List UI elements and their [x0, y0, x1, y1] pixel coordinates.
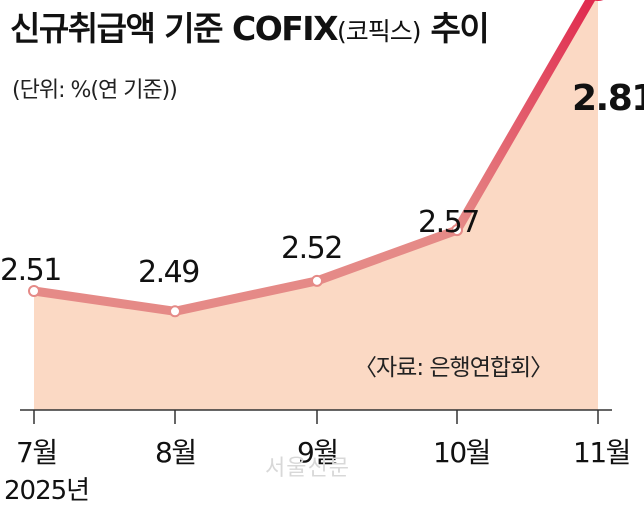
area-fill — [34, 0, 598, 410]
data-point-3 — [311, 274, 323, 287]
chart-title-main: 신규취급액 기준 COFIX — [10, 9, 339, 48]
watermark: 서울신문 — [265, 456, 350, 481]
chart-title: 신규취급액 기준 COFIX(코픽스) 추이 — [10, 2, 490, 50]
series-line-segment-4 — [452, 0, 596, 235]
chart-title-suffix: 추이 — [420, 9, 490, 48]
x-tick-label-3: 9월 — [297, 436, 338, 469]
data-label-4: 2.57 — [418, 205, 479, 240]
unit-note: (단위: %(연 기준)) — [12, 78, 178, 103]
x-tick-label-4: 10월 — [433, 436, 490, 469]
x-tick-label-5: 11월 — [573, 436, 630, 469]
data-point-4 — [451, 224, 463, 237]
data-point-1 — [28, 285, 40, 297]
year-label: 2025년 — [4, 476, 90, 506]
series-line-segment-1 — [29, 286, 180, 316]
x-tick-label-1: 7월 — [16, 436, 57, 469]
data-point-2 — [169, 305, 181, 318]
data-label-3: 2.52 — [281, 231, 342, 266]
data-label-2: 2.49 — [138, 255, 199, 290]
x-tick-label-2: 8월 — [155, 436, 196, 469]
chart-title-paren: (코픽스) — [337, 17, 422, 46]
data-label-5: 2.81 — [572, 78, 644, 119]
series-line-segment-3 — [312, 225, 462, 286]
data-label-1: 2.51 — [0, 253, 61, 288]
source-note: 〈자료: 은행연합회〉 — [354, 355, 553, 381]
series-line-segment-2 — [170, 276, 322, 316]
